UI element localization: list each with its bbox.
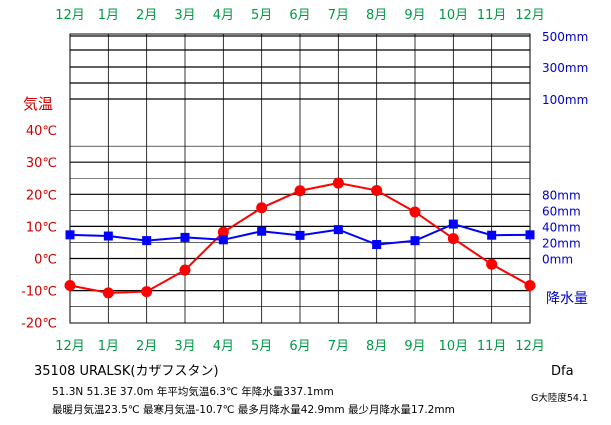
month-label-top: 5月 bbox=[251, 8, 272, 23]
month-label-bottom: 11月 bbox=[477, 339, 507, 354]
temperature-point bbox=[217, 226, 229, 238]
right-axis-title: 降水量 bbox=[546, 291, 588, 307]
left-tick-label: 10℃ bbox=[26, 220, 57, 235]
month-label-bottom: 2月 bbox=[136, 339, 157, 354]
precipitation-point bbox=[448, 219, 458, 229]
month-label-top: 1月 bbox=[98, 8, 119, 23]
temperature-point bbox=[64, 279, 76, 291]
month-label-top: 9月 bbox=[404, 8, 425, 23]
precipitation-point bbox=[487, 230, 497, 240]
left-tick-label: 40℃ bbox=[26, 124, 57, 139]
month-label-top: 8月 bbox=[366, 8, 387, 23]
temperature-point bbox=[102, 287, 114, 299]
precipitation-point bbox=[103, 231, 113, 241]
precipitation-point bbox=[218, 235, 228, 245]
right-log-tick-label: 100mm bbox=[542, 93, 588, 107]
temperature-point bbox=[409, 206, 421, 218]
month-label-top: 6月 bbox=[289, 8, 310, 23]
month-label-bottom: 1月 bbox=[98, 339, 119, 354]
month-label-bottom: 9月 bbox=[404, 339, 425, 354]
month-label-bottom: 12月 bbox=[55, 339, 85, 354]
temperature-point bbox=[141, 286, 153, 298]
right-tick-label: 80mm bbox=[542, 188, 581, 202]
left-tick-label: -20℃ bbox=[21, 317, 57, 332]
precipitation-point bbox=[525, 230, 535, 240]
koppen-climate-class: Dfa bbox=[551, 364, 574, 379]
precipitation-point bbox=[295, 230, 305, 240]
series-lines bbox=[64, 177, 536, 299]
month-label-top: 10月 bbox=[439, 8, 469, 23]
month-label-top: 3月 bbox=[174, 8, 195, 23]
station-stats-line2: 最暖月気温23.5℃ 最寒月気温-10.7℃ 最多月降水量42.9mm 最少月降… bbox=[52, 404, 455, 416]
month-label-bottom: 3月 bbox=[174, 339, 195, 354]
right-tick-label: 40mm bbox=[542, 220, 581, 234]
temperature-point bbox=[179, 264, 191, 276]
left-tick-label: -10℃ bbox=[21, 285, 57, 300]
right-tick-label: 60mm bbox=[542, 204, 581, 218]
month-label-bottom: 4月 bbox=[213, 339, 234, 354]
month-label-bottom: 10月 bbox=[439, 339, 469, 354]
continentality-index: G大陸度54.1 bbox=[531, 393, 589, 404]
month-label-bottom: 6月 bbox=[289, 339, 310, 354]
month-label-bottom: 7月 bbox=[328, 339, 349, 354]
month-label-bottom: 12月 bbox=[515, 339, 545, 354]
temperature-point bbox=[447, 233, 459, 245]
month-label-top: 7月 bbox=[328, 8, 349, 23]
precipitation-point bbox=[333, 225, 343, 235]
temperature-point bbox=[371, 184, 383, 196]
temperature-point bbox=[294, 185, 306, 197]
left-axis-title: 気温 bbox=[23, 95, 53, 113]
right-log-tick-label: 500mm bbox=[542, 30, 588, 44]
station-stats-line1: 51.3N 51.3E 37.0m 年平均気温6.3℃ 年降水量337.1mm bbox=[52, 386, 334, 398]
temperature-point bbox=[332, 177, 344, 189]
station-name: 35108 URALSK(カザフスタン) bbox=[34, 364, 219, 379]
left-tick-label: 0℃ bbox=[34, 253, 57, 268]
right-tick-label: 0mm bbox=[542, 253, 573, 267]
precipitation-point bbox=[410, 236, 420, 246]
left-tick-label: 20℃ bbox=[26, 188, 57, 203]
month-label-bottom: 5月 bbox=[251, 339, 272, 354]
precipitation-point bbox=[142, 236, 152, 246]
axis-labels: 12月 12月 1月 1月 2月 2月 3月 3月 4月 4月 5月 5月 6月 6月 7月 7月 8月 8月 9月… bbox=[21, 8, 588, 354]
month-label-top: 2月 bbox=[136, 8, 157, 23]
gridlines bbox=[69, 33, 531, 324]
month-label-top: 12月 bbox=[55, 8, 85, 23]
temperature-point bbox=[486, 258, 498, 270]
left-tick-label: 30℃ bbox=[26, 156, 57, 171]
month-label-top: 11月 bbox=[477, 8, 507, 23]
precipitation-point bbox=[180, 232, 190, 242]
precipitation-point bbox=[372, 240, 382, 250]
month-label-top: 4月 bbox=[213, 8, 234, 23]
temperature-point bbox=[524, 279, 536, 291]
temperature-point bbox=[256, 202, 268, 214]
month-label-bottom: 8月 bbox=[366, 339, 387, 354]
precipitation-point bbox=[65, 230, 75, 240]
month-label-top: 12月 bbox=[515, 8, 545, 23]
right-tick-label: 20mm bbox=[542, 236, 581, 250]
precipitation-point bbox=[257, 226, 267, 236]
right-log-tick-label: 300mm bbox=[542, 61, 588, 75]
